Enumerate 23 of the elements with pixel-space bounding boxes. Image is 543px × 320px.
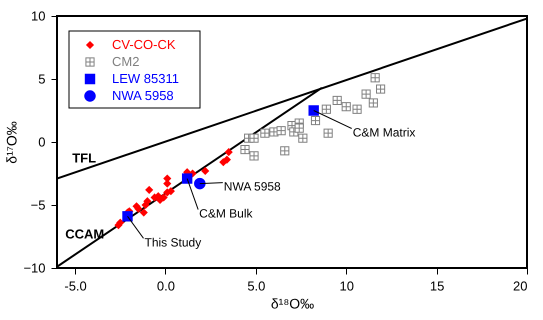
annotation: NWA 5958 — [224, 180, 282, 194]
x-tick-label: 20 — [513, 278, 528, 294]
annotation: TFL — [72, 150, 96, 166]
y-tick-label: −5 — [30, 198, 46, 212]
y-axis-title: δ¹⁷O‰ — [3, 121, 20, 164]
annotation: C&M Matrix — [352, 126, 416, 140]
y-tick-label: 10 — [31, 8, 46, 24]
y-tick-label: −10 — [23, 260, 46, 276]
x-tick-label: 5.0 — [247, 278, 266, 294]
legend-label: LEW 85311 — [112, 71, 179, 86]
y-tick-label: 0 — [38, 134, 46, 150]
annotation: This Study — [144, 235, 202, 250]
x-axis-title: δ¹⁸O‰ — [270, 296, 314, 312]
legend-label: CM2 — [112, 54, 140, 69]
x-tick-label: -5.0 — [64, 278, 87, 294]
legend-label: CV-CO-CK — [112, 37, 176, 52]
annotation: C&M Bulk — [199, 206, 254, 221]
x-tick-label: 0.0 — [156, 278, 175, 294]
x-tick-label: 15 — [430, 278, 444, 294]
x-tick-label: 10 — [339, 278, 354, 294]
legend-label: NWA 5958 — [112, 88, 174, 103]
y-tick-label: 5 — [38, 72, 46, 86]
annotation: CCAM — [65, 226, 104, 242]
